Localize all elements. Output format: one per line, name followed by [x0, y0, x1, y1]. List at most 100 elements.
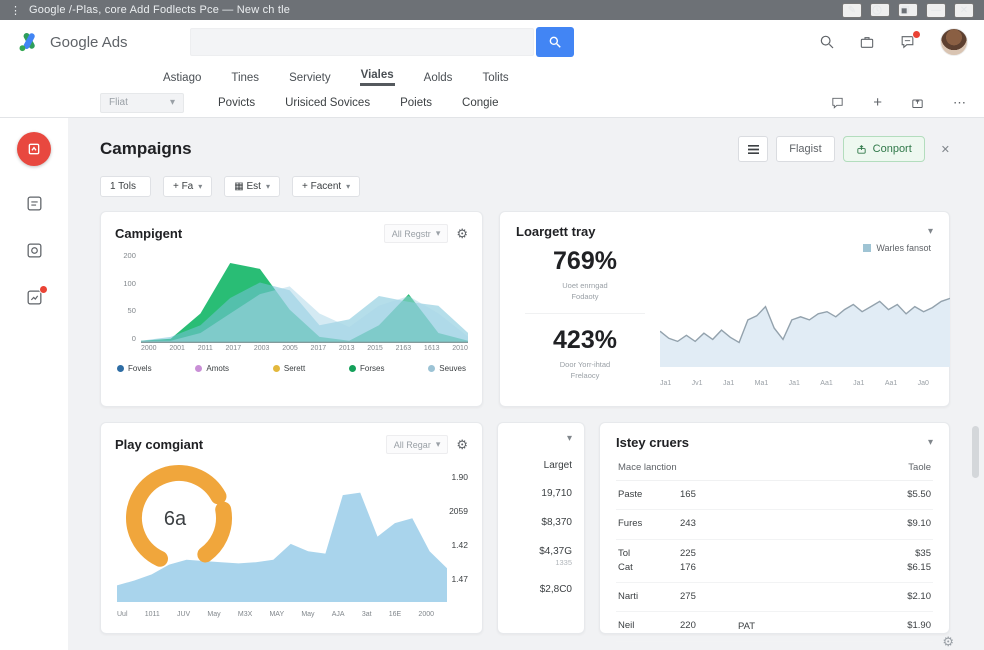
- x-tick-label: Aa1: [820, 380, 833, 387]
- sidebar-reports-button[interactable]: [25, 285, 48, 307]
- play-card-header: Play comgiant All Regar ▾ ⚙: [115, 435, 468, 454]
- secondary-nav-item[interactable]: Povicts: [218, 96, 256, 109]
- stat-value: 423%: [553, 325, 617, 354]
- nav-tab[interactable]: Aolds: [423, 70, 454, 86]
- right-axis-label: 2059: [449, 506, 468, 516]
- table-row[interactable]: Neil 220 PAT $1.90: [616, 612, 933, 642]
- x-tick-label: Aa1: [884, 380, 898, 387]
- add-plus-button[interactable]: +: [873, 94, 882, 111]
- list-view-button[interactable]: [738, 136, 769, 162]
- filter-label: Fliat: [109, 97, 128, 108]
- comment-icon-button[interactable]: [830, 96, 845, 110]
- larget-value-row: $4,37G 1335: [539, 546, 572, 567]
- campaign-toolbar: 1 Tols + Fa ▾ ▦ Est ▾ + Facent ▾: [100, 176, 950, 197]
- dismiss-x-button[interactable]: ✕: [940, 143, 950, 156]
- table-row[interactable]: Paste 165 $5.50: [616, 481, 933, 511]
- table-row[interactable]: Narti 275 $2.10: [616, 583, 933, 613]
- secondary-nav-item[interactable]: Congie: [462, 96, 499, 109]
- row-extra: PAT: [738, 620, 756, 632]
- toolbar-chip[interactable]: 1 Tols: [100, 176, 151, 197]
- vertical-scrollbar-thumb[interactable]: [972, 426, 979, 478]
- row-count: 220: [680, 620, 696, 632]
- more-options-button[interactable]: ⋯: [953, 94, 966, 110]
- nav-tab-label: Astiago: [163, 72, 202, 84]
- close-button[interactable]: ✕: [954, 2, 974, 18]
- row-price: $5.50: [907, 489, 931, 500]
- play-settings-gear-icon[interactable]: ⚙: [456, 436, 468, 452]
- stat-block-2: 423% Door Yorr-ihtad Frelaocy: [525, 312, 645, 392]
- row-count: 225 176: [680, 547, 696, 573]
- minimize-button[interactable]: —: [926, 2, 946, 18]
- reports-icon: [27, 290, 41, 305]
- x-tick-label: Ja1: [660, 380, 672, 387]
- svg-text:6a: 6a: [164, 508, 187, 530]
- search-button[interactable]: [535, 27, 574, 57]
- legend-item[interactable]: Serett: [272, 364, 305, 373]
- x-tick-label: 2010: [452, 345, 468, 352]
- sidebar-goals-button[interactable]: [25, 241, 44, 260]
- search-input[interactable]: [189, 28, 534, 56]
- nav-tab[interactable]: Viales: [359, 67, 395, 86]
- loargett-body: 769% Uoet enrngad Fodaoty 423% Door Yorr…: [516, 241, 950, 393]
- right-axis-label: 1.47: [451, 574, 468, 584]
- x-tick-label: Jv1: [691, 380, 703, 387]
- play-area-chart[interactable]: [117, 474, 447, 602]
- loargett-card-header: Loargett tray ▾: [516, 224, 933, 239]
- nav-tab-label: Tines: [231, 72, 260, 84]
- table-row[interactable]: Fures 243 $9.10: [616, 510, 933, 540]
- campigent-range-dropdown[interactable]: All Regstr ▾: [383, 224, 449, 243]
- edit-pen-icon[interactable]: ✎: [842, 2, 862, 18]
- nav-tab[interactable]: Astiago: [162, 70, 202, 86]
- legend-item[interactable]: Forses: [349, 364, 384, 373]
- nav-tab[interactable]: Tolits: [481, 70, 509, 86]
- window-menu-icon[interactable]: ⋮: [10, 4, 21, 17]
- legend-item[interactable]: Amots: [195, 364, 229, 373]
- stat-value: 769%: [553, 247, 617, 275]
- toolbar-chip-label: + Fa: [172, 181, 194, 192]
- nav-tab[interactable]: Tines: [230, 70, 260, 86]
- sidebar-campaigns-button[interactable]: [25, 194, 44, 213]
- app-header: Google Ads: [0, 20, 984, 64]
- play-range-dropdown[interactable]: All Regar ▾: [385, 435, 449, 454]
- row-count: 275: [680, 591, 696, 602]
- export-bag-button[interactable]: [910, 95, 925, 110]
- campigent-settings-gear-icon[interactable]: ⚙: [456, 225, 468, 241]
- notification-badge: [912, 30, 921, 39]
- table-row[interactable]: Tol Cat 225 176 $35 $6.15: [616, 540, 933, 583]
- flagist-button[interactable]: Flagist: [776, 136, 835, 162]
- search-icon: [820, 35, 834, 49]
- loargett-collapse-chevron[interactable]: ▾: [927, 226, 933, 237]
- conport-export-button[interactable]: Conport: [842, 136, 925, 162]
- larget-value: $2,8C0: [539, 584, 572, 595]
- conport-label: Conport: [872, 143, 912, 155]
- secondary-nav-item[interactable]: Poiets: [400, 96, 433, 109]
- campigent-area-chart[interactable]: [140, 251, 468, 343]
- istey-collapse-chevron[interactable]: ▾: [927, 437, 933, 448]
- play-gauge-donut[interactable]: 6a: [123, 462, 235, 574]
- toolbar-chip[interactable]: ▦ Est ▾: [224, 176, 280, 197]
- user-avatar[interactable]: [940, 28, 968, 56]
- legend-item[interactable]: Seuves: [428, 364, 466, 373]
- search-icon-button[interactable]: [819, 34, 835, 50]
- row-count: 243: [680, 518, 696, 530]
- corner-settings-gear-icon[interactable]: ⚙: [942, 634, 954, 649]
- chevron-down-icon: ▾: [435, 439, 441, 449]
- campigent-y-axis: 200 100 50 0: [115, 251, 141, 343]
- x-tick-label: 2011: [197, 345, 213, 352]
- toolbar-chip[interactable]: + Fa ▾: [162, 176, 213, 197]
- legend-item[interactable]: Fovels: [117, 364, 152, 373]
- secondary-nav-item[interactable]: Urisiced Sovices: [285, 96, 371, 109]
- google-ads-logo[interactable]: Google Ads: [16, 30, 128, 54]
- toolbar-chip[interactable]: + Facent ▾: [291, 176, 361, 197]
- notifications-chat-button[interactable]: [899, 30, 921, 50]
- briefcase-icon-button[interactable]: [859, 34, 875, 50]
- filter-dropdown[interactable]: Fliat ▾: [100, 92, 184, 113]
- loargett-line-chart[interactable]: [660, 279, 950, 367]
- larget-collapse-chevron[interactable]: ▾: [566, 433, 572, 444]
- sidebar-overview-button[interactable]: [17, 132, 51, 166]
- larget-value-row: $8,370: [541, 517, 572, 529]
- x-tick-label: 2013: [338, 345, 355, 352]
- history-clock-icon[interactable]: [870, 3, 890, 17]
- restore-window-icon[interactable]: [898, 3, 918, 17]
- nav-tab[interactable]: Serviety: [288, 70, 332, 86]
